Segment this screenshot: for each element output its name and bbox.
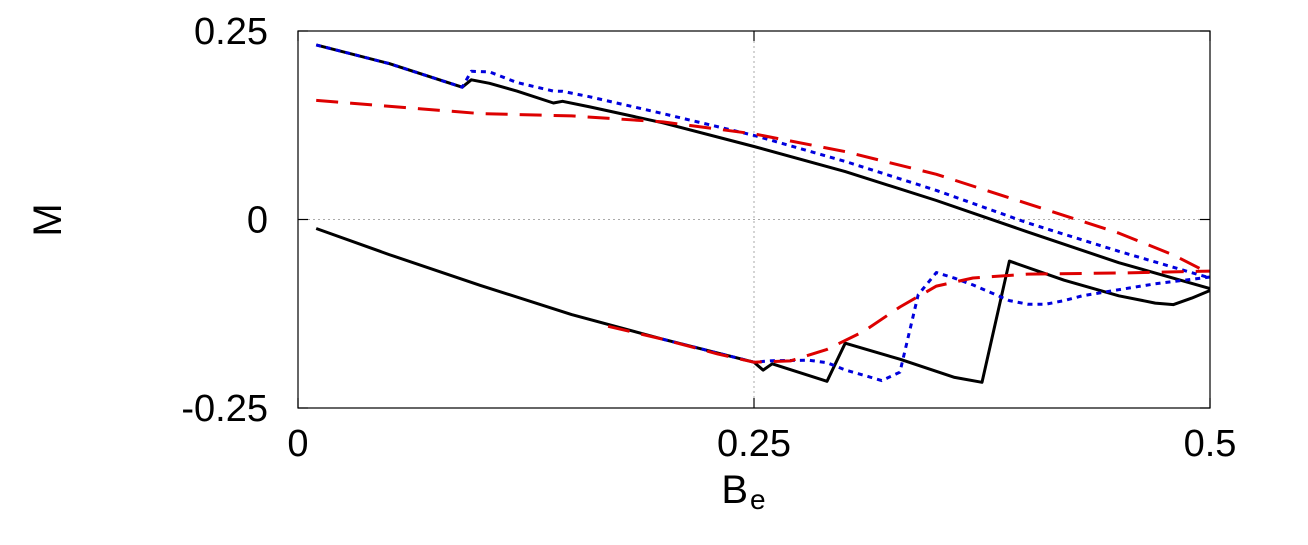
series-line-4 — [662, 271, 1211, 383]
ticks: 0 0.25 0.5 -0.25 0 0.25 — [181, 11, 1236, 465]
series-line-2 — [315, 227, 1211, 384]
grid — [298, 31, 1210, 408]
y-tick-label: 0 — [247, 200, 268, 242]
y-tick-label: -0.25 — [181, 388, 268, 430]
x-axis-label-main: B — [721, 468, 748, 512]
x-axis-label: B — [721, 468, 748, 512]
x-tick-label: 0.25 — [717, 423, 791, 465]
x-tick-label: 0.5 — [1184, 423, 1237, 465]
x-axis-label-subscript: e — [750, 484, 766, 515]
series-layer — [315, 43, 1211, 384]
y-axis-label: M — [26, 203, 70, 236]
x-tick-label: 0 — [287, 423, 308, 465]
series-line-3 — [315, 43, 1211, 280]
series-line-5 — [316, 98, 1211, 276]
y-tick-label: 0.25 — [194, 11, 268, 53]
series-line-6 — [607, 269, 1211, 364]
series-line-1 — [315, 43, 1211, 291]
